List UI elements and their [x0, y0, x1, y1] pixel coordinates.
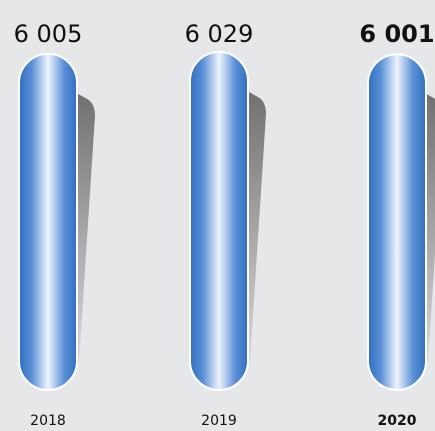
bar-2019 — [189, 51, 249, 391]
value-label-2019: 6 029 — [185, 20, 254, 48]
bar-2018 — [18, 52, 78, 392]
category-label-2020: 2020 — [378, 413, 417, 429]
category-label-2019: 2019 — [201, 413, 237, 429]
labels-group: 6 005 2018 6 029 2019 6 001 2020 — [14, 20, 435, 429]
bar-2020 — [367, 53, 427, 392]
category-label-2018: 2018 — [30, 413, 66, 429]
value-label-2018: 6 005 — [14, 20, 83, 48]
bars-group — [18, 51, 435, 392]
value-label-2020: 6 001 — [359, 20, 434, 48]
